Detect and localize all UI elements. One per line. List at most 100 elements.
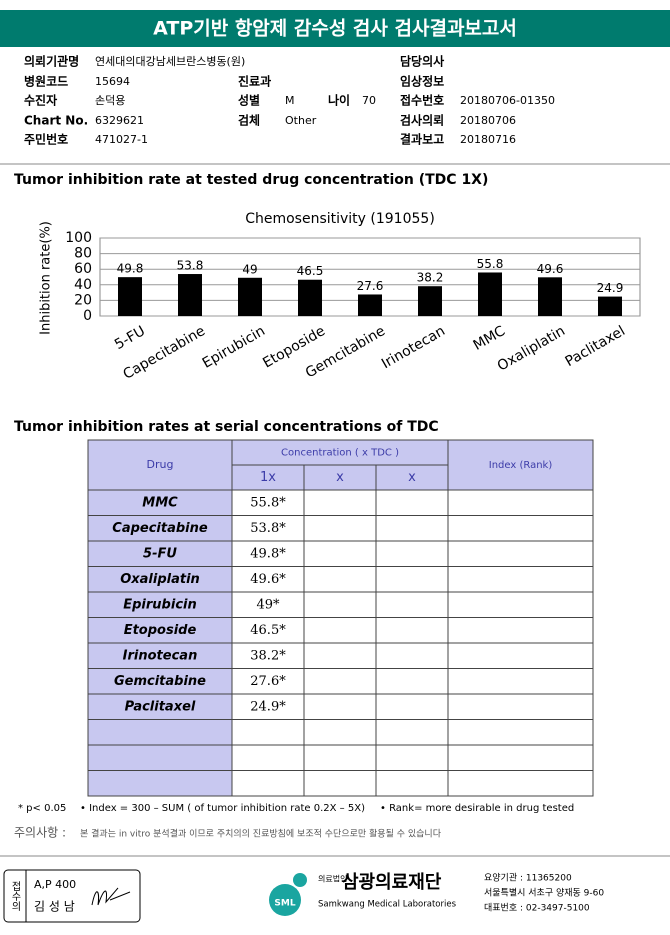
bar	[538, 277, 562, 316]
y-tick-label: 40	[74, 277, 92, 293]
stamp-label: 접수의	[9, 881, 21, 912]
drug-cell: MMC	[142, 495, 178, 510]
x-tick-label: Irinotecan	[379, 323, 448, 372]
footnote: * p< 0.05	[18, 803, 66, 814]
value-label: 55.8	[477, 257, 504, 271]
x-tick-label: Epirubicin	[200, 323, 268, 372]
bar	[598, 296, 622, 316]
info-label: 임상정보	[400, 74, 444, 89]
notice-text: 본 결과는 in vitro 분석결과 이므로 주치의의 진료방침에 보조적 수…	[80, 828, 442, 840]
info-value: 70	[362, 94, 376, 107]
bar	[358, 294, 382, 316]
value-label: 49.6	[537, 262, 564, 276]
info-value: M	[285, 94, 295, 107]
value-label: 38.2	[417, 271, 444, 285]
info-value: 20180716	[460, 133, 516, 146]
section-title: Tumor inhibition rate at tested drug con…	[14, 172, 488, 188]
drug-cell: Epirubicin	[123, 597, 197, 612]
bar	[478, 272, 502, 316]
logo-text: SML	[274, 899, 295, 909]
value-cell: 27.6*	[250, 674, 286, 689]
value-cell: 38.2*	[250, 648, 286, 663]
drug-cell: Etoposide	[124, 623, 197, 638]
info-label: 검사의뢰	[400, 113, 444, 128]
bar	[418, 286, 442, 316]
value-label: 49.8	[117, 262, 144, 276]
value-cell: 24.9*	[250, 699, 286, 714]
y-tick-label: 60	[74, 261, 92, 277]
header-cell: Concentration ( x TDC )	[281, 448, 399, 459]
header-cell: x	[408, 470, 416, 485]
value-label: 53.8	[177, 259, 204, 273]
header-cell: 1x	[260, 470, 276, 485]
header-cell: x	[336, 470, 344, 485]
info-label: 담당의사	[400, 54, 444, 69]
contact: 요양기관 : 11365200	[484, 873, 572, 884]
info-value: 손덕용	[95, 94, 125, 107]
info-value: Other	[285, 114, 317, 127]
section-title: Tumor inhibition rates at serial concent…	[14, 419, 439, 435]
info-label: 병원코드	[24, 74, 68, 89]
header-cell: Drug	[147, 458, 174, 471]
x-tick-label: Paclitaxel	[563, 323, 628, 370]
notice-label: 주의사항 :	[14, 826, 66, 840]
drug-cell: 5-FU	[143, 546, 177, 561]
value-cell: 46.5*	[250, 623, 286, 638]
drug-cell: Oxaliplatin	[120, 572, 200, 587]
x-tick-label: MMC	[471, 323, 509, 354]
info-label: Chart No.	[24, 114, 88, 128]
x-tick-label: 5-FU	[112, 323, 148, 353]
title-bar	[0, 10, 670, 47]
stamp-box	[3, 869, 141, 923]
info-value: 20180706	[460, 114, 516, 127]
footnote: • Rank= more desirable in drug tested	[380, 803, 574, 814]
info-label: 접수번호	[400, 93, 444, 108]
contact: 대표번호 : 02-3497-5100	[484, 903, 590, 914]
table-border	[87, 439, 594, 797]
stamp-name: 김 성 남	[34, 900, 75, 914]
contact: 서울특별시 서초구 양재동 9-60	[484, 888, 604, 899]
drug-cell: Capecitabine	[112, 521, 208, 536]
value-label: 49	[242, 262, 257, 276]
x-tick-label: Oxaliplatin	[495, 323, 568, 374]
drug-cell: Irinotecan	[123, 648, 198, 663]
org-name: 삼광의료재단	[342, 872, 442, 893]
bar	[118, 277, 142, 316]
y-tick-label: 100	[65, 230, 92, 246]
info-value: 20180706-01350	[460, 94, 555, 107]
info-label: 결과보고	[400, 132, 444, 147]
header-cell: Index (Rank)	[489, 460, 553, 471]
footnote: • Index = 300 – SUM ( of tumor inhibitio…	[80, 803, 365, 814]
value-label: 24.9	[597, 281, 624, 295]
y-tick-label: 80	[74, 246, 92, 262]
info-label: 검체	[238, 113, 260, 128]
info-value: 15694	[95, 75, 130, 88]
info-value: 471027-1	[95, 133, 148, 146]
value-cell: 49.6*	[250, 572, 286, 587]
value-label: 46.5	[297, 264, 324, 278]
info-label: 주민번호	[24, 132, 68, 147]
y-tick-label: 20	[74, 292, 92, 308]
bar	[238, 277, 262, 316]
signature	[91, 887, 131, 906]
bar	[178, 274, 202, 316]
value-cell: 49.8*	[250, 546, 286, 561]
drug-cell: Gemcitabine	[114, 674, 206, 689]
logo-dot	[293, 873, 307, 887]
report-title: ATP기반 항암제 감수성 검사 검사결과보고서	[153, 18, 517, 40]
info-label: 수진자	[24, 93, 57, 108]
info-label: 성별	[238, 93, 260, 108]
chart-title: Chemosensitivity (191055)	[245, 211, 435, 227]
info-label: 나이	[328, 93, 350, 108]
info-label: 진료과	[238, 74, 271, 89]
info-value: 6329621	[95, 114, 144, 127]
value-cell: 55.8*	[250, 495, 286, 510]
y-tick-label: 0	[83, 308, 92, 324]
drug-cell: Paclitaxel	[125, 699, 196, 714]
value-cell: 49*	[256, 597, 280, 612]
value-label: 27.6	[357, 279, 384, 293]
info-value: 연세대의대강남세브란스병동(원)	[95, 55, 245, 68]
value-cell: 53.8*	[250, 521, 286, 536]
org-name-en: Samkwang Medical Laboratories	[318, 900, 457, 910]
